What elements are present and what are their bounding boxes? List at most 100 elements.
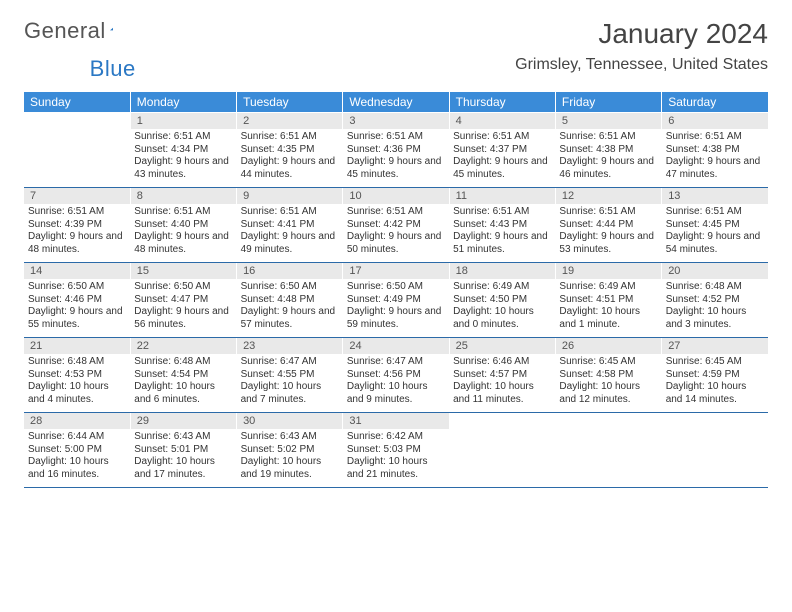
sunset-line: Sunset: 4:56 PM (347, 369, 445, 382)
sunset-line: Sunset: 4:52 PM (666, 294, 764, 307)
sunrise-line: Sunrise: 6:48 AM (28, 356, 126, 369)
sunset-line: Sunset: 5:03 PM (347, 444, 445, 457)
day-cell: Sunrise: 6:51 AMSunset: 4:34 PMDaylight:… (130, 129, 236, 188)
day-cell: Sunrise: 6:43 AMSunset: 5:01 PMDaylight:… (130, 429, 236, 488)
day-number-row: 123456 (24, 113, 768, 130)
day-number-cell: 27 (662, 338, 768, 355)
sunset-line: Sunset: 4:42 PM (347, 219, 445, 232)
sunrise-line: Sunrise: 6:43 AM (241, 431, 339, 444)
day-number-cell: 10 (343, 188, 449, 205)
sunrise-line: Sunrise: 6:51 AM (453, 206, 551, 219)
day-number-cell: 21 (24, 338, 130, 355)
day-cell: Sunrise: 6:51 AMSunset: 4:40 PMDaylight:… (130, 204, 236, 263)
daylight-line: Daylight: 9 hours and 48 minutes. (28, 231, 126, 256)
day-cell: Sunrise: 6:44 AMSunset: 5:00 PMDaylight:… (24, 429, 130, 488)
day-number-cell (449, 413, 555, 430)
day-cell: Sunrise: 6:50 AMSunset: 4:48 PMDaylight:… (237, 279, 343, 338)
calendar-page: General January 2024 Grimsley, Tennessee… (0, 0, 792, 506)
sunrise-line: Sunrise: 6:47 AM (241, 356, 339, 369)
daylight-line: Daylight: 9 hours and 44 minutes. (241, 156, 339, 181)
daylight-line: Daylight: 9 hours and 49 minutes. (241, 231, 339, 256)
daylight-line: Daylight: 10 hours and 12 minutes. (559, 381, 657, 406)
day-cell: Sunrise: 6:45 AMSunset: 4:59 PMDaylight:… (662, 354, 768, 413)
day-number-cell: 18 (449, 263, 555, 280)
daylight-line: Daylight: 10 hours and 0 minutes. (453, 306, 551, 331)
day-cell: Sunrise: 6:51 AMSunset: 4:43 PMDaylight:… (449, 204, 555, 263)
day-cell: Sunrise: 6:50 AMSunset: 4:49 PMDaylight:… (343, 279, 449, 338)
sunset-line: Sunset: 5:01 PM (134, 444, 232, 457)
sunrise-line: Sunrise: 6:51 AM (347, 131, 445, 144)
sunrise-line: Sunrise: 6:51 AM (559, 206, 657, 219)
day-cell: Sunrise: 6:45 AMSunset: 4:58 PMDaylight:… (555, 354, 661, 413)
daylight-line: Daylight: 10 hours and 3 minutes. (666, 306, 764, 331)
sunset-line: Sunset: 4:36 PM (347, 144, 445, 157)
dow-wednesday: Wednesday (343, 92, 449, 113)
sunrise-line: Sunrise: 6:48 AM (666, 281, 764, 294)
daylight-line: Daylight: 10 hours and 14 minutes. (666, 381, 764, 406)
sunset-line: Sunset: 4:45 PM (666, 219, 764, 232)
sunrise-line: Sunrise: 6:51 AM (241, 206, 339, 219)
day-cell: Sunrise: 6:48 AMSunset: 4:53 PMDaylight:… (24, 354, 130, 413)
day-number-cell (662, 413, 768, 430)
day-number-row: 14151617181920 (24, 263, 768, 280)
sunset-line: Sunset: 4:58 PM (559, 369, 657, 382)
dow-thursday: Thursday (449, 92, 555, 113)
sunset-line: Sunset: 4:38 PM (559, 144, 657, 157)
daylight-line: Daylight: 9 hours and 59 minutes. (347, 306, 445, 331)
dow-monday: Monday (130, 92, 236, 113)
day-cell (662, 429, 768, 488)
day-cell: Sunrise: 6:49 AMSunset: 4:51 PMDaylight:… (555, 279, 661, 338)
sunset-line: Sunset: 4:47 PM (134, 294, 232, 307)
sunset-line: Sunset: 4:49 PM (347, 294, 445, 307)
day-number-cell: 29 (130, 413, 236, 430)
day-number-cell: 12 (555, 188, 661, 205)
day-number-cell: 8 (130, 188, 236, 205)
sunrise-line: Sunrise: 6:49 AM (559, 281, 657, 294)
sunrise-line: Sunrise: 6:46 AM (453, 356, 551, 369)
sunset-line: Sunset: 4:46 PM (28, 294, 126, 307)
day-number-cell: 13 (662, 188, 768, 205)
daylight-line: Daylight: 10 hours and 17 minutes. (134, 456, 232, 481)
logo: General (24, 18, 130, 44)
daylight-line: Daylight: 9 hours and 50 minutes. (347, 231, 445, 256)
day-number-cell: 2 (237, 113, 343, 130)
day-cell: Sunrise: 6:49 AMSunset: 4:50 PMDaylight:… (449, 279, 555, 338)
day-cell: Sunrise: 6:50 AMSunset: 4:47 PMDaylight:… (130, 279, 236, 338)
sunrise-line: Sunrise: 6:51 AM (559, 131, 657, 144)
daylight-line: Daylight: 10 hours and 4 minutes. (28, 381, 126, 406)
day-number-cell: 20 (662, 263, 768, 280)
sunrise-line: Sunrise: 6:51 AM (241, 131, 339, 144)
day-number-row: 28293031 (24, 413, 768, 430)
day-number-cell: 26 (555, 338, 661, 355)
daylight-line: Daylight: 10 hours and 19 minutes. (241, 456, 339, 481)
sunrise-line: Sunrise: 6:44 AM (28, 431, 126, 444)
week-content-row: Sunrise: 6:51 AMSunset: 4:39 PMDaylight:… (24, 204, 768, 263)
sunrise-line: Sunrise: 6:50 AM (134, 281, 232, 294)
sunrise-line: Sunrise: 6:49 AM (453, 281, 551, 294)
sunset-line: Sunset: 4:43 PM (453, 219, 551, 232)
sunset-line: Sunset: 4:40 PM (134, 219, 232, 232)
sunrise-line: Sunrise: 6:45 AM (559, 356, 657, 369)
title-block: January 2024 Grimsley, Tennessee, United… (515, 18, 768, 74)
daylight-line: Daylight: 9 hours and 53 minutes. (559, 231, 657, 256)
day-cell (24, 129, 130, 188)
daylight-line: Daylight: 10 hours and 1 minute. (559, 306, 657, 331)
day-number-cell (24, 113, 130, 130)
day-cell: Sunrise: 6:51 AMSunset: 4:45 PMDaylight:… (662, 204, 768, 263)
day-number-cell: 17 (343, 263, 449, 280)
day-cell (555, 429, 661, 488)
sunset-line: Sunset: 4:51 PM (559, 294, 657, 307)
daylight-line: Daylight: 9 hours and 56 minutes. (134, 306, 232, 331)
daylight-line: Daylight: 9 hours and 55 minutes. (28, 306, 126, 331)
day-cell: Sunrise: 6:48 AMSunset: 4:52 PMDaylight:… (662, 279, 768, 338)
sunrise-line: Sunrise: 6:43 AM (134, 431, 232, 444)
sunset-line: Sunset: 4:38 PM (666, 144, 764, 157)
day-cell: Sunrise: 6:51 AMSunset: 4:38 PMDaylight:… (662, 129, 768, 188)
sunrise-line: Sunrise: 6:51 AM (134, 131, 232, 144)
sunrise-line: Sunrise: 6:51 AM (453, 131, 551, 144)
daylight-line: Daylight: 9 hours and 46 minutes. (559, 156, 657, 181)
day-cell: Sunrise: 6:47 AMSunset: 4:56 PMDaylight:… (343, 354, 449, 413)
sunrise-line: Sunrise: 6:51 AM (666, 131, 764, 144)
week-content-row: Sunrise: 6:44 AMSunset: 5:00 PMDaylight:… (24, 429, 768, 488)
day-number-cell: 7 (24, 188, 130, 205)
